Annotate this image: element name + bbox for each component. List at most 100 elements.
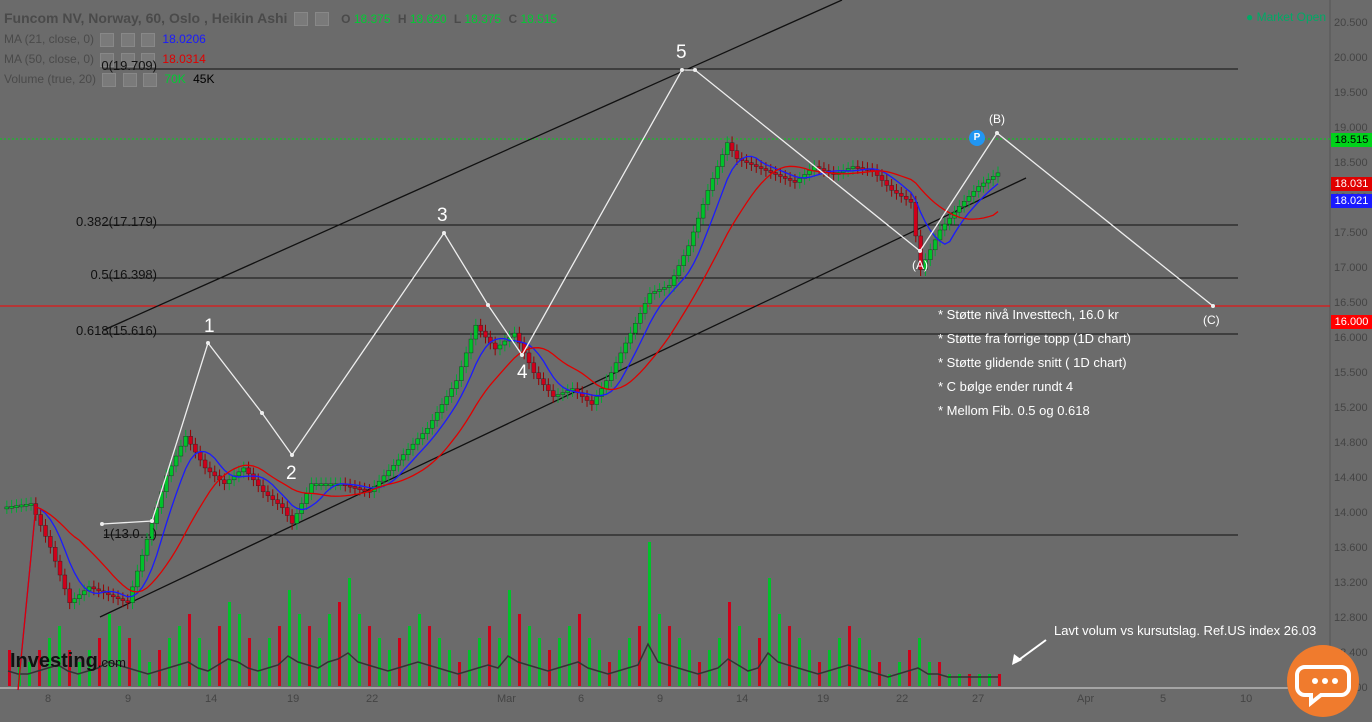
volume-bar	[328, 614, 331, 686]
volume-bar	[728, 602, 731, 686]
date-axis[interactable]: 8 9 14 19 22 Mar 6 9 14 19 22 27 Apr 5 10	[0, 690, 1330, 707]
chat-button[interactable]	[1287, 645, 1359, 717]
fib-label: 1(13.0…)	[102, 526, 157, 541]
volume-bar	[738, 626, 741, 686]
volume-bar	[718, 638, 721, 686]
candle	[265, 491, 271, 496]
volume-bar	[848, 626, 851, 686]
volume-note-arrow	[1015, 639, 1047, 663]
candle	[67, 588, 72, 603]
candle	[144, 539, 150, 556]
candle	[318, 483, 324, 486]
ma50-legend: MA (50, close, 0) 18.0314	[4, 52, 206, 67]
wave-label-1: 1	[204, 316, 215, 337]
candle	[584, 396, 590, 401]
candle	[715, 166, 720, 179]
volume-bar	[218, 626, 221, 686]
candle	[304, 493, 309, 504]
candle	[894, 190, 899, 194]
price-axis[interactable]: 20.50020.00019.50019.00018.50018.00017.5…	[1330, 0, 1372, 707]
candle	[241, 467, 246, 473]
candle	[623, 342, 628, 354]
volume-visibility-icon[interactable]	[102, 72, 117, 87]
volume-bar	[598, 650, 601, 686]
candle	[391, 465, 396, 471]
wave-point	[1211, 304, 1215, 308]
candle	[420, 433, 425, 440]
candle	[628, 332, 633, 344]
candle	[328, 483, 333, 486]
ma21-visibility-icon[interactable]	[100, 32, 115, 47]
volume-bar	[948, 674, 951, 686]
candle	[198, 451, 203, 461]
volume-bar	[558, 638, 561, 686]
ma50-close-icon[interactable]	[141, 52, 156, 67]
volume-settings-icon[interactable]	[122, 72, 137, 87]
price-tick: 16.000	[1334, 332, 1368, 344]
volume-bar	[298, 614, 301, 686]
candle	[758, 166, 764, 169]
visibility-toggle-icon[interactable]	[294, 12, 309, 27]
volume-bar	[248, 638, 251, 686]
price-tick: 19.500	[1334, 87, 1368, 99]
candle	[700, 204, 706, 219]
price-label: 18.021	[1331, 194, 1372, 208]
volume-bar	[568, 626, 571, 686]
note-5: * Mellom Fib. 0.5 og 0.618	[938, 403, 1090, 418]
ma21-line	[17, 155, 999, 691]
price-label: 18.515	[1331, 133, 1372, 147]
candle	[120, 598, 126, 601]
candle	[62, 574, 68, 590]
price-label: 16.000	[1331, 315, 1372, 329]
candle	[990, 176, 996, 180]
volume-bar	[638, 626, 641, 686]
price-chart[interactable]	[0, 0, 1372, 707]
ma50-visibility-icon[interactable]	[100, 52, 115, 67]
wave-label-4: 4	[517, 362, 528, 383]
volume-bar	[498, 638, 501, 686]
price-tick: 20.000	[1334, 52, 1368, 64]
candle	[531, 362, 537, 373]
candle	[696, 217, 701, 233]
candle	[778, 174, 783, 177]
volume-note: Lavt volum vs kursutslag. Ref.US index 2…	[1054, 623, 1317, 638]
candle	[77, 594, 82, 599]
candle	[560, 392, 566, 395]
wave-point	[260, 411, 264, 415]
volume-bar	[408, 626, 411, 686]
ma21-settings-icon[interactable]	[120, 32, 135, 47]
volume-bar	[658, 614, 661, 686]
ma50-settings-icon[interactable]	[120, 52, 135, 67]
candle	[729, 142, 735, 151]
date-tick: 6	[578, 693, 585, 705]
volume-bar	[278, 626, 281, 686]
candle	[434, 412, 440, 421]
candle	[72, 598, 77, 603]
symbol-title: Funcom NV, Norway, 60, Oslo , Heikin Ash…	[4, 10, 288, 26]
volume-ma-line	[7, 642, 998, 678]
volume-bar	[168, 638, 171, 686]
volume-bar	[998, 674, 1001, 686]
date-tick: 9	[125, 693, 132, 705]
settings-icon[interactable]	[315, 12, 330, 27]
candle	[57, 560, 63, 576]
volume-close-icon[interactable]	[143, 72, 158, 87]
candle	[386, 470, 391, 477]
volume-bar	[538, 638, 541, 686]
candle	[720, 154, 725, 167]
wave-label-b: (B)	[989, 112, 1005, 126]
candle	[928, 249, 933, 260]
candle	[913, 202, 919, 237]
volume-bar	[708, 650, 711, 686]
p-marker[interactable]: P	[969, 130, 985, 146]
candle	[942, 223, 948, 231]
ma21-close-icon[interactable]	[141, 32, 156, 47]
channel-upper-line	[103, 0, 843, 331]
volume-bar	[68, 650, 71, 686]
candle	[734, 150, 740, 159]
candle	[212, 471, 217, 477]
candle	[541, 378, 546, 385]
chat-icon	[1295, 665, 1351, 708]
candle	[289, 515, 295, 524]
date-tick: 9	[657, 693, 664, 705]
